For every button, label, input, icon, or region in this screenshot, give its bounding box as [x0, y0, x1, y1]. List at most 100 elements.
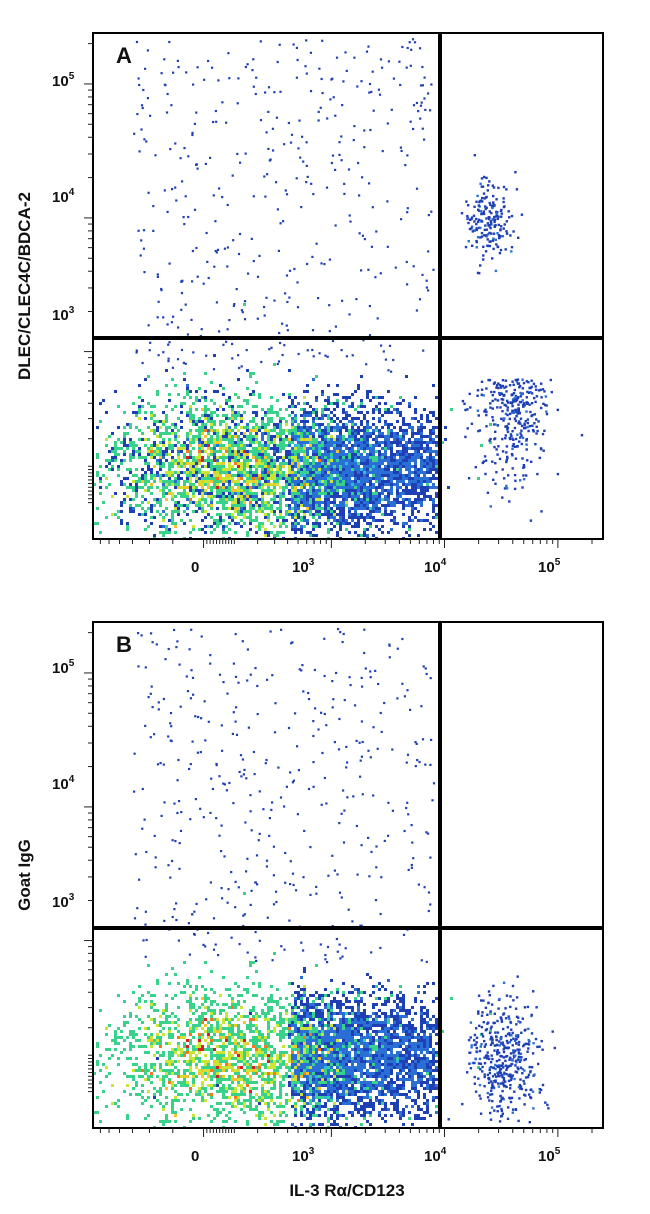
event-density-cell — [417, 495, 420, 498]
event-density-cell — [165, 447, 168, 450]
event-density-cell — [186, 1021, 189, 1024]
event-dot — [202, 282, 205, 285]
event-dot — [479, 210, 483, 213]
event-density-cell — [414, 396, 417, 399]
event-density-cell — [273, 510, 276, 513]
event-density-cell — [288, 462, 291, 465]
event-dot — [521, 392, 524, 395]
event-dot — [506, 428, 509, 431]
event-density-cell — [315, 480, 318, 483]
event-density-cell — [366, 426, 369, 429]
event-density-cell — [258, 393, 261, 396]
event-density-cell — [123, 438, 126, 441]
event-density-cell — [426, 471, 429, 474]
event-density-cell — [183, 522, 186, 525]
event-density-cell — [264, 513, 267, 516]
event-density-cell — [351, 459, 354, 462]
event-dot — [470, 422, 474, 425]
event-density-cell — [303, 1036, 306, 1039]
event-density-cell — [267, 507, 270, 510]
event-density-cell — [417, 432, 420, 435]
event-density-cell — [240, 417, 243, 420]
event-density-cell — [402, 1036, 405, 1039]
event-density-cell — [342, 519, 345, 522]
event-dot — [489, 402, 492, 405]
event-density-cell — [297, 477, 300, 480]
event-dot — [478, 429, 482, 432]
event-density-cell — [225, 414, 228, 417]
event-dot — [494, 215, 498, 218]
event-density-cell — [219, 1009, 222, 1012]
event-density-cell — [366, 1018, 369, 1021]
event-density-cell — [324, 462, 327, 465]
event-density-cell — [255, 504, 258, 507]
event-dot — [289, 141, 293, 144]
event-density-cell — [294, 426, 297, 429]
event-density-cell — [288, 396, 291, 399]
event-density-cell — [396, 480, 399, 483]
event-dot — [135, 349, 138, 352]
event-density-cell — [192, 456, 195, 459]
event-dot — [311, 329, 315, 332]
event-density-cell — [363, 405, 366, 408]
event-density-cell — [246, 369, 249, 372]
event-density-cell — [408, 438, 411, 441]
event-dot — [500, 398, 503, 401]
event-density-cell — [201, 1033, 204, 1036]
event-density-cell — [219, 480, 222, 483]
event-dot — [493, 381, 497, 384]
event-density-cell — [321, 462, 324, 465]
event-density-cell — [237, 465, 240, 468]
event-density-cell — [294, 429, 297, 432]
event-density-cell — [426, 1036, 429, 1039]
event-density-cell — [417, 453, 420, 456]
event-dot — [297, 352, 300, 356]
event-dot — [299, 156, 302, 159]
event-density-cell — [336, 519, 339, 522]
event-density-cell — [240, 462, 243, 465]
event-density-cell — [414, 486, 417, 489]
event-density-cell — [162, 483, 165, 486]
event-density-cell — [399, 477, 402, 480]
event-density-cell — [204, 477, 207, 480]
event-density-cell — [375, 1003, 378, 1006]
event-density-cell — [279, 1015, 282, 1018]
event-density-cell — [222, 483, 225, 486]
event-density-cell — [423, 462, 426, 465]
event-dot — [484, 250, 488, 253]
event-density-cell — [372, 447, 375, 450]
event-density-cell — [234, 507, 237, 510]
event-dot — [505, 230, 508, 233]
event-density-cell — [258, 498, 261, 501]
event-density-cell — [315, 396, 318, 399]
event-density-cell — [399, 426, 402, 429]
event-dot — [506, 430, 510, 434]
event-density-cell — [342, 1015, 345, 1018]
event-density-cell — [405, 423, 408, 426]
event-density-cell — [435, 1033, 438, 1036]
event-dot — [226, 203, 229, 207]
event-density-cell — [150, 405, 153, 408]
event-dot — [502, 227, 505, 230]
event-density-cell — [366, 432, 369, 435]
event-density-cell — [201, 498, 204, 501]
event-dot — [505, 458, 508, 462]
event-dot — [490, 223, 493, 226]
event-density-cell — [333, 465, 336, 468]
event-dot — [306, 262, 309, 266]
event-dot — [371, 70, 374, 73]
event-density-cell — [261, 1033, 264, 1036]
event-density-cell — [336, 435, 339, 438]
event-density-cell — [399, 1009, 402, 1012]
event-dot — [515, 188, 519, 191]
event-density-cell — [261, 1009, 264, 1012]
event-dot — [272, 149, 275, 152]
event-density-cell — [336, 438, 339, 441]
event-density-cell — [291, 486, 294, 489]
event-density-cell — [237, 471, 240, 474]
event-density-cell — [336, 441, 339, 444]
event-density-cell — [291, 1033, 294, 1036]
event-density-cell — [213, 423, 216, 426]
event-density-cell — [411, 426, 414, 429]
event-density-cell — [393, 1021, 396, 1024]
